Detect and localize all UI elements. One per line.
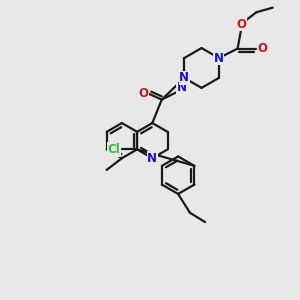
Text: N: N (177, 81, 187, 94)
Text: O: O (138, 87, 148, 100)
Text: N: N (214, 52, 224, 64)
Text: O: O (257, 42, 267, 55)
Text: N: N (147, 152, 157, 165)
Text: N: N (179, 71, 189, 84)
Text: O: O (236, 17, 246, 31)
Text: Cl: Cl (107, 143, 120, 156)
